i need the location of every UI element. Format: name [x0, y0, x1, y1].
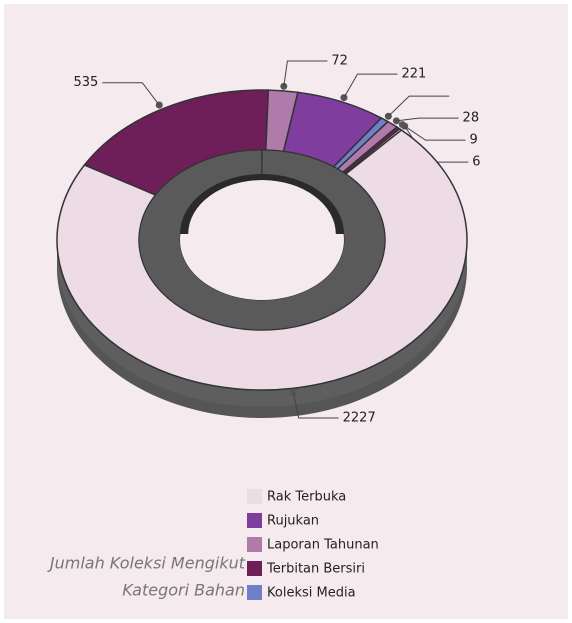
legend-label: Koleksi Media: [267, 586, 356, 601]
legend-swatch: [247, 561, 262, 576]
data-label: 28: [463, 111, 480, 126]
data-label: 72: [331, 53, 348, 68]
caption: Kategori Bahan: [122, 581, 245, 600]
leader-line: [388, 95, 450, 117]
leader-dot: [401, 122, 409, 130]
legend-swatch: [247, 585, 262, 600]
legend-label: Terbitan Bersiri: [266, 562, 365, 577]
leader-line: [396, 117, 459, 122]
legend-label: Rak Terbuka: [267, 490, 346, 505]
data-label: 2227: [343, 410, 376, 425]
legend-swatch: [247, 537, 262, 552]
legend-swatch: [247, 513, 262, 528]
inner-hole: [179, 180, 344, 301]
caption: Jumlah Koleksi Mengikut: [47, 554, 246, 573]
leader-line: [283, 60, 328, 87]
leader-line: [102, 82, 160, 106]
leader-line: [292, 392, 339, 419]
data-label: 221: [401, 67, 426, 82]
data-label: 6: [472, 155, 480, 170]
data-label: 9: [470, 133, 478, 148]
legend-label: Laporan Tahunan: [267, 538, 379, 553]
data-label: 535: [73, 75, 98, 90]
leader-line: [402, 124, 466, 141]
legend-swatch: [247, 489, 262, 504]
inner-wall: [180, 174, 344, 234]
leader-line: [343, 73, 398, 98]
legend-label: Rujukan: [267, 514, 319, 529]
